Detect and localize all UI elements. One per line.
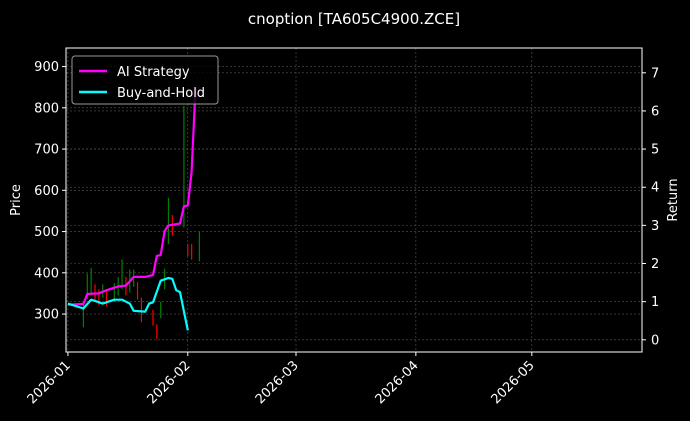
legend-label-buy-and-hold: Buy-and-Hold bbox=[117, 86, 205, 101]
y-tick-label: 400 bbox=[34, 266, 59, 281]
y-axis-right: 0 1 2 3 4 5 6 7 bbox=[642, 66, 659, 348]
series-line-ai-strategy bbox=[67, 88, 197, 306]
y2-tick-label: 3 bbox=[651, 219, 659, 234]
y-tick-label: 900 bbox=[34, 60, 59, 75]
y-tick-label: 600 bbox=[34, 184, 59, 199]
legend: AI Strategy Buy-and-Hold bbox=[71, 55, 219, 105]
legend-label-ai-strategy: AI Strategy bbox=[117, 65, 190, 80]
y-tick-label: 800 bbox=[34, 101, 59, 116]
y2-axis-label: Return bbox=[666, 178, 681, 221]
y2-tick-label: 7 bbox=[651, 66, 659, 81]
y-axis-label: Price bbox=[9, 184, 24, 216]
chart-title: cnoption [TA605C4900.ZCE] bbox=[248, 10, 460, 28]
y2-tick-label: 1 bbox=[651, 295, 659, 310]
y-tick-label: 700 bbox=[34, 143, 59, 158]
y-tick-label: 500 bbox=[34, 225, 59, 240]
y2-tick-label: 4 bbox=[651, 181, 659, 196]
y2-tick-label: 0 bbox=[651, 333, 659, 348]
y-tick-label: 300 bbox=[34, 308, 59, 323]
candles bbox=[82, 105, 200, 339]
y2-tick-label: 2 bbox=[651, 257, 659, 272]
plot-frame bbox=[65, 47, 643, 353]
series-lines bbox=[67, 88, 197, 331]
y2-tick-label: 5 bbox=[651, 143, 659, 158]
series-line-buy-and-hold bbox=[67, 276, 189, 331]
y-axis-left: 300 400 500 600 700 800 900 bbox=[34, 60, 66, 323]
legend-box bbox=[71, 55, 219, 105]
y2-tick-label: 6 bbox=[651, 104, 659, 119]
